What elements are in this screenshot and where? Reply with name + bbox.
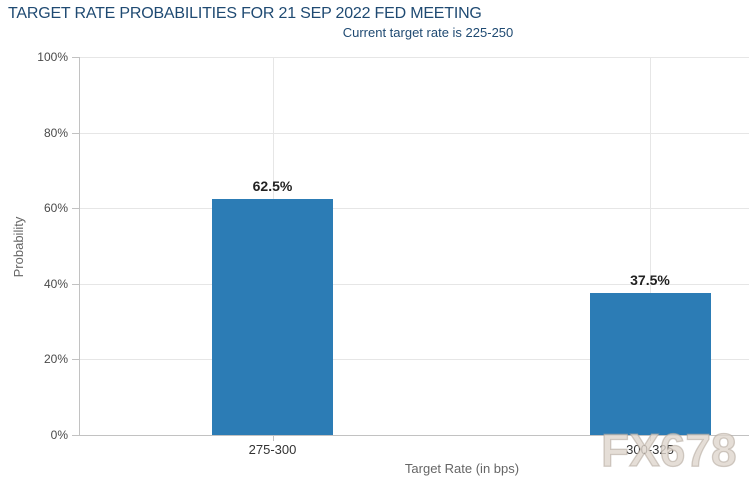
x-axis-line <box>79 435 749 436</box>
y-tick-mark <box>72 359 79 360</box>
y-gridline <box>79 284 749 285</box>
y-gridline <box>79 133 749 134</box>
watermark: FX678 <box>600 424 737 476</box>
y-tick-mark <box>72 57 79 58</box>
bar <box>212 198 333 435</box>
x-tick-label: 275-300 <box>248 442 297 457</box>
y-gridline <box>79 208 749 209</box>
y-tick-label: 20% <box>43 352 68 366</box>
y-axis-line <box>79 57 80 436</box>
x-axis-title: Target Rate (in bps) <box>404 461 520 476</box>
y-tick-mark <box>72 284 79 285</box>
y-tick-label: 100% <box>37 50 68 64</box>
y-tick-mark <box>72 435 79 436</box>
bar-data-label: 37.5% <box>630 272 670 289</box>
bar <box>589 293 711 435</box>
y-gridline <box>79 359 749 360</box>
chart-subtitle: Current target rate is 225-250 <box>342 25 514 40</box>
y-tick-mark <box>72 208 79 209</box>
x-tick-mark <box>272 436 274 441</box>
bar-data-label: 62.5% <box>252 177 293 194</box>
y-tick-mark <box>72 133 79 134</box>
chart-title: TARGET RATE PROBABILITIES FOR 21 SEP 202… <box>8 5 482 22</box>
y-tick-label: 0% <box>50 428 68 442</box>
x-tick-label: 300-325 <box>626 442 674 457</box>
x-tick-mark <box>650 436 651 441</box>
y-gridline <box>79 57 749 58</box>
y-tick-label: 80% <box>43 126 68 140</box>
x-gridline <box>650 57 651 435</box>
y-tick-label: 40% <box>43 277 68 291</box>
y-tick-label: 60% <box>43 201 68 215</box>
